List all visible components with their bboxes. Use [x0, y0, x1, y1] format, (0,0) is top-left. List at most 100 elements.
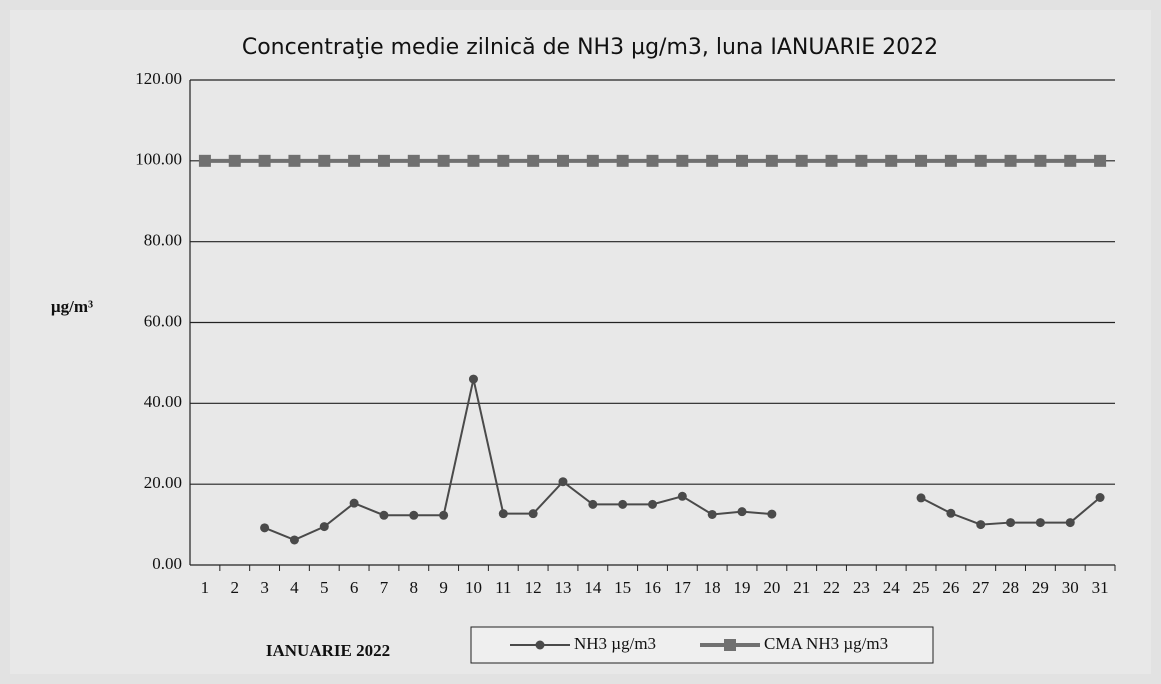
- data-point: [288, 154, 301, 167]
- data-point: [825, 154, 838, 167]
- data-point: [379, 510, 389, 520]
- data-point: [1006, 518, 1016, 528]
- data-point: [646, 154, 659, 167]
- data-point: [409, 510, 419, 520]
- x-tick-label: 10: [465, 578, 482, 597]
- y-tick-label: 20.00: [144, 473, 182, 492]
- y-tick-label: 80.00: [144, 231, 182, 250]
- x-tick-label: 6: [350, 578, 359, 597]
- data-point: [1004, 154, 1017, 167]
- x-tick-label: 16: [644, 578, 661, 597]
- data-point: [1065, 518, 1075, 528]
- data-point: [198, 154, 211, 167]
- x-tick-label: 28: [1002, 578, 1019, 597]
- y-axis-label: µg/m³: [51, 297, 93, 316]
- data-point: [349, 498, 359, 508]
- data-point: [676, 154, 689, 167]
- x-axis-label: IANUARIE 2022: [266, 641, 390, 660]
- data-point: [916, 493, 926, 503]
- x-tick-label: 30: [1062, 578, 1079, 597]
- data-point: [706, 154, 719, 167]
- data-point: [498, 509, 508, 519]
- data-point: [437, 154, 450, 167]
- data-point: [377, 154, 390, 167]
- data-point: [588, 499, 598, 509]
- legend-label: CMA NH3 µg/m3: [764, 634, 888, 653]
- x-tick-label: 25: [913, 578, 930, 597]
- x-tick-label: 2: [231, 578, 240, 597]
- data-point: [468, 374, 478, 384]
- data-point: [765, 154, 778, 167]
- data-point: [737, 507, 747, 517]
- x-tick-label: 11: [495, 578, 511, 597]
- data-point: [1034, 154, 1047, 167]
- y-tick-label: 0.00: [152, 554, 182, 573]
- data-point: [736, 154, 749, 167]
- data-point: [527, 154, 540, 167]
- data-point: [407, 154, 420, 167]
- x-tick-label: 9: [439, 578, 448, 597]
- legend-marker: [724, 639, 736, 651]
- data-point: [855, 154, 868, 167]
- data-point: [467, 154, 480, 167]
- data-point: [260, 523, 270, 533]
- data-point: [1095, 493, 1105, 503]
- data-point: [497, 154, 510, 167]
- data-point: [318, 154, 331, 167]
- x-tick-label: 7: [380, 578, 389, 597]
- data-point: [767, 509, 777, 519]
- x-tick-label: 23: [853, 578, 870, 597]
- data-point: [677, 491, 687, 501]
- data-point: [618, 499, 628, 509]
- x-tick-label: 21: [793, 578, 810, 597]
- data-point: [648, 499, 657, 509]
- x-tick-label: 8: [410, 578, 419, 597]
- x-tick-label: 14: [584, 578, 602, 597]
- x-tick-label: 12: [525, 578, 542, 597]
- x-tick-label: 27: [972, 578, 990, 597]
- x-tick-label: 3: [260, 578, 269, 597]
- data-point: [1094, 154, 1107, 167]
- data-point: [528, 509, 538, 519]
- data-point: [586, 154, 599, 167]
- data-point: [885, 154, 898, 167]
- legend-marker: [535, 640, 545, 650]
- data-point: [289, 535, 299, 545]
- y-tick-label: 120.00: [135, 69, 182, 88]
- data-point: [258, 154, 271, 167]
- data-point: [1035, 518, 1045, 528]
- data-point: [348, 154, 361, 167]
- data-point: [616, 154, 629, 167]
- x-tick-label: 18: [704, 578, 721, 597]
- chart-title: Concentraţie medie zilnică de NH3 µg/m3,…: [242, 35, 938, 60]
- x-tick-label: 19: [734, 578, 751, 597]
- x-tick-label: 20: [763, 578, 780, 597]
- y-tick-label: 60.00: [144, 311, 182, 330]
- x-tick-label: 15: [614, 578, 631, 597]
- data-point: [795, 154, 808, 167]
- data-point: [946, 508, 956, 518]
- y-tick-label: 100.00: [135, 150, 182, 169]
- data-point: [319, 522, 329, 532]
- data-point: [974, 154, 987, 167]
- x-tick-label: 22: [823, 578, 840, 597]
- y-tick-label: 40.00: [144, 392, 182, 411]
- data-point: [976, 520, 986, 530]
- data-point: [558, 477, 568, 487]
- data-point: [1064, 154, 1077, 167]
- chart-area: [10, 10, 1151, 674]
- data-point: [707, 509, 717, 519]
- x-tick-label: 24: [883, 578, 901, 597]
- x-tick-label: 5: [320, 578, 329, 597]
- data-point: [915, 154, 928, 167]
- x-tick-label: 17: [674, 578, 692, 597]
- data-point: [228, 154, 241, 167]
- x-tick-label: 1: [201, 578, 210, 597]
- x-tick-label: 4: [290, 578, 299, 597]
- x-tick-label: 13: [554, 578, 571, 597]
- data-point: [944, 154, 957, 167]
- x-tick-label: 26: [942, 578, 959, 597]
- x-tick-label: 31: [1092, 578, 1109, 597]
- x-tick-label: 29: [1032, 578, 1049, 597]
